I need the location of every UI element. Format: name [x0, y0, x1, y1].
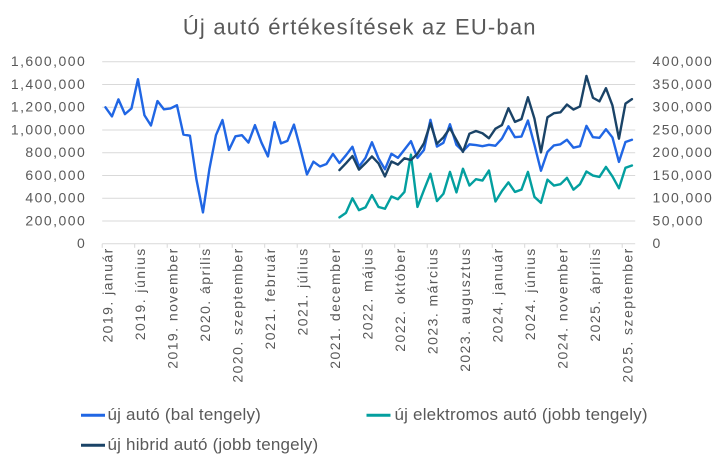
svg-text:1,600,000: 1,600,000: [11, 53, 86, 69]
svg-text:350,000: 350,000: [653, 76, 714, 92]
svg-text:2025. szeptember: 2025. szeptember: [619, 247, 635, 382]
svg-text:2021. február: 2021. február: [262, 247, 278, 349]
svg-text:200,000: 200,000: [25, 212, 86, 228]
svg-text:600,000: 600,000: [25, 167, 86, 183]
svg-text:2020. szeptember: 2020. szeptember: [229, 247, 245, 382]
svg-text:300,000: 300,000: [653, 99, 714, 115]
svg-text:50,000: 50,000: [653, 212, 705, 228]
svg-text:2023. augusztus: 2023. augusztus: [457, 247, 473, 371]
svg-text:200,000: 200,000: [653, 144, 714, 160]
svg-text:2019. június: 2019. június: [132, 247, 148, 340]
svg-text:1,400,000: 1,400,000: [11, 76, 86, 92]
svg-text:2019. november: 2019. november: [164, 247, 180, 368]
svg-text:400,000: 400,000: [25, 190, 86, 206]
svg-text:800,000: 800,000: [25, 144, 86, 160]
svg-text:400,000: 400,000: [653, 53, 714, 69]
svg-text:1,200,000: 1,200,000: [11, 99, 86, 115]
svg-text:2020. április: 2020. április: [197, 247, 213, 341]
svg-text:100,000: 100,000: [653, 190, 714, 206]
svg-text:új hibrid autó (jobb tengely): új hibrid autó (jobb tengely): [108, 435, 319, 454]
svg-text:új elektromos autó (jobb tenge: új elektromos autó (jobb tengely): [395, 405, 648, 424]
svg-text:0: 0: [77, 235, 86, 251]
svg-text:2024. június: 2024. június: [522, 247, 538, 340]
svg-text:2022. október: 2022. október: [392, 247, 408, 351]
svg-text:2021. december: 2021. december: [327, 247, 343, 368]
svg-text:2024. november: 2024. november: [554, 247, 570, 368]
svg-text:2025. április: 2025. április: [587, 247, 603, 341]
svg-text:150,000: 150,000: [653, 167, 714, 183]
svg-text:2023. március: 2023. március: [424, 247, 440, 354]
svg-text:Új autó értékesítések az EU-ba: Új autó értékesítések az EU-ban: [183, 15, 537, 40]
svg-text:2024. január: 2024. január: [489, 247, 505, 342]
svg-text:2019. január: 2019. január: [99, 247, 115, 342]
svg-text:250,000: 250,000: [653, 121, 714, 137]
svg-text:1,000,000: 1,000,000: [11, 121, 86, 137]
svg-text:0: 0: [653, 235, 662, 251]
svg-text:2022. május: 2022. május: [359, 247, 375, 339]
svg-text:2021. július: 2021. július: [294, 247, 310, 335]
svg-text:új autó (bal tengely): új autó (bal tengely): [108, 405, 262, 424]
